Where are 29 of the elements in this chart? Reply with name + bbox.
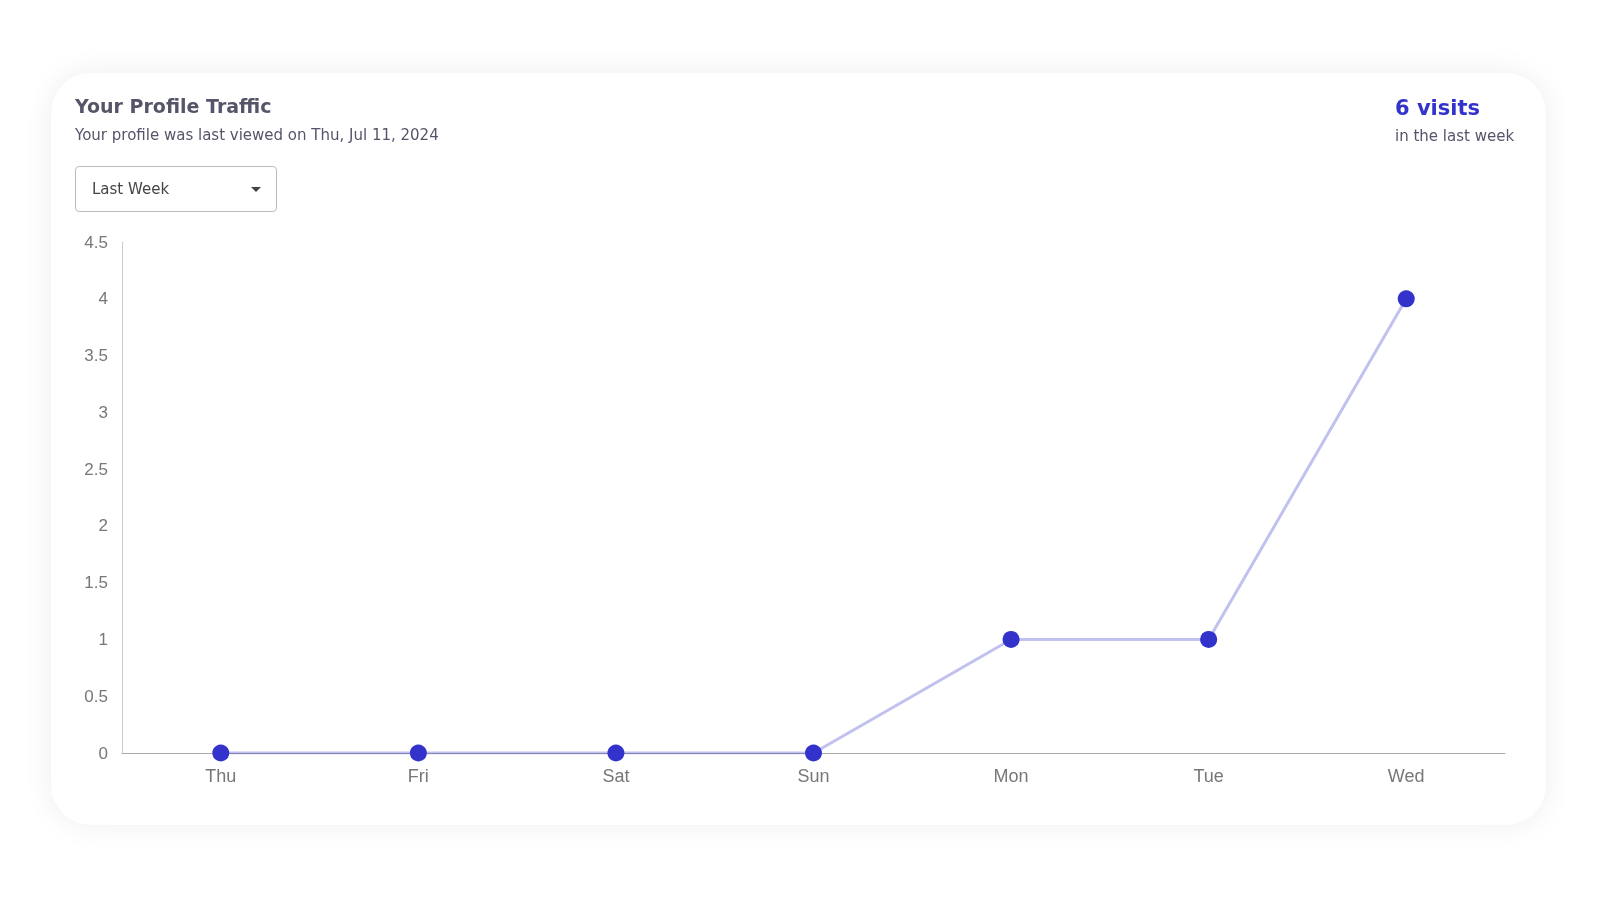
y-tick-label: 2 <box>98 516 108 536</box>
y-tick-label: 3 <box>98 402 108 422</box>
y-tick-label: 0.5 <box>84 686 108 706</box>
y-tick-label: 4.5 <box>84 232 108 252</box>
y-tick-label: 1 <box>98 629 108 649</box>
chart-subtitle: Your profile was last viewed on Thu, Jul 11, 2024 <box>75 126 439 144</box>
chart-title: Your Profile Traffic <box>75 95 272 117</box>
y-tick-label: 4 <box>98 289 108 309</box>
point <box>805 744 822 762</box>
x-tick-label: Tue <box>1193 766 1224 786</box>
x-tick-label: Wed <box>1387 766 1425 786</box>
x-tick-label: Sun <box>797 766 830 786</box>
x-tick-label: Fri <box>407 766 429 786</box>
x-tick-label: Thu <box>205 766 237 786</box>
x-tick-label: Mon <box>993 766 1029 786</box>
y-tick-label: 3.5 <box>84 346 108 366</box>
point <box>607 744 625 762</box>
y-tick-label: 0 <box>98 743 108 763</box>
text: 6 visits <box>1395 96 1481 120</box>
point <box>212 744 230 762</box>
point <box>1397 290 1415 308</box>
text: Last Week <box>92 180 170 198</box>
point <box>409 744 427 762</box>
text: in the last week <box>1395 127 1515 145</box>
y-tick-label: 1.5 <box>84 573 108 593</box>
x-tick-label: Sat <box>602 766 630 786</box>
point <box>1200 630 1218 648</box>
y-tick-label: 2.5 <box>84 459 108 479</box>
point <box>1002 630 1020 648</box>
